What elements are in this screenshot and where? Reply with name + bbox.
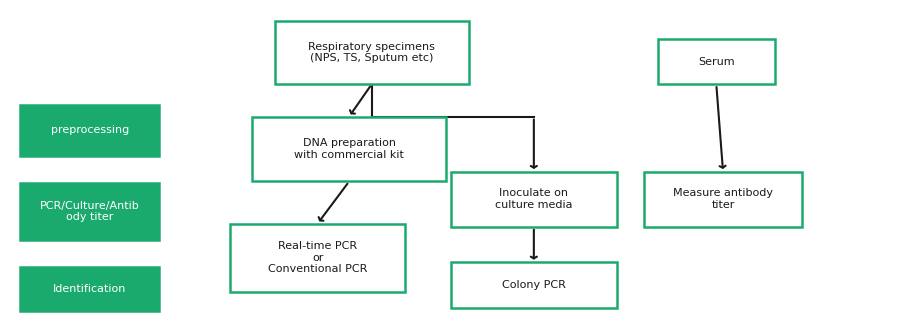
Text: Identification: Identification [53,284,126,294]
FancyBboxPatch shape [275,21,469,84]
Text: Real-time PCR
or
Conventional PCR: Real-time PCR or Conventional PCR [268,241,368,274]
Text: Serum: Serum [698,57,734,66]
FancyBboxPatch shape [230,224,405,292]
FancyBboxPatch shape [20,105,159,156]
FancyBboxPatch shape [252,117,446,181]
Text: Respiratory specimens
(NPS, TS, Sputum etc): Respiratory specimens (NPS, TS, Sputum e… [308,42,435,64]
Text: DNA preparation
with commercial kit: DNA preparation with commercial kit [295,138,404,160]
FancyBboxPatch shape [20,183,159,240]
Text: Measure antibody
titer: Measure antibody titer [673,189,773,210]
FancyBboxPatch shape [658,39,775,84]
Text: Inoculate on
culture media: Inoculate on culture media [495,189,573,210]
FancyBboxPatch shape [450,262,617,308]
FancyBboxPatch shape [450,172,617,227]
Text: Colony PCR: Colony PCR [502,280,566,290]
FancyBboxPatch shape [644,172,802,227]
Text: preprocessing: preprocessing [50,125,129,135]
Text: PCR/Culture/Antib
ody titer: PCR/Culture/Antib ody titer [40,201,140,222]
FancyBboxPatch shape [20,267,159,311]
